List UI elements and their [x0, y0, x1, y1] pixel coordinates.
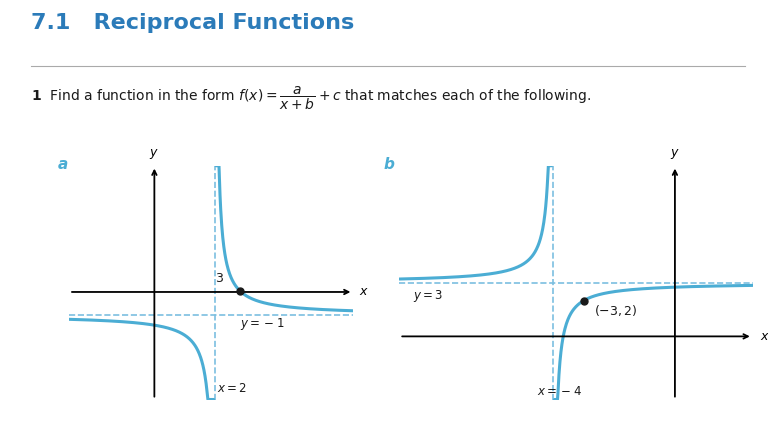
- Text: $x$: $x$: [359, 286, 369, 298]
- Text: $(-3,2)$: $(-3,2)$: [594, 303, 637, 317]
- Text: $x = -4$: $x = -4$: [537, 385, 582, 398]
- Text: $x = 2$: $x = 2$: [217, 382, 247, 396]
- Text: $y = 3$: $y = 3$: [413, 288, 444, 304]
- Text: $y$: $y$: [150, 147, 159, 161]
- Text: a: a: [58, 157, 68, 172]
- Text: $x$: $x$: [760, 330, 768, 343]
- Text: $\mathbf{1}$  Find a function in the form $f(x) = \dfrac{a}{x+b} + c$ that match: $\mathbf{1}$ Find a function in the form…: [31, 85, 591, 112]
- Text: $y$: $y$: [670, 147, 680, 161]
- Text: $3$: $3$: [214, 272, 223, 285]
- Text: $y = -1$: $y = -1$: [240, 316, 284, 332]
- Text: b: b: [384, 157, 395, 172]
- Text: 7.1   Reciprocal Functions: 7.1 Reciprocal Functions: [31, 13, 354, 33]
